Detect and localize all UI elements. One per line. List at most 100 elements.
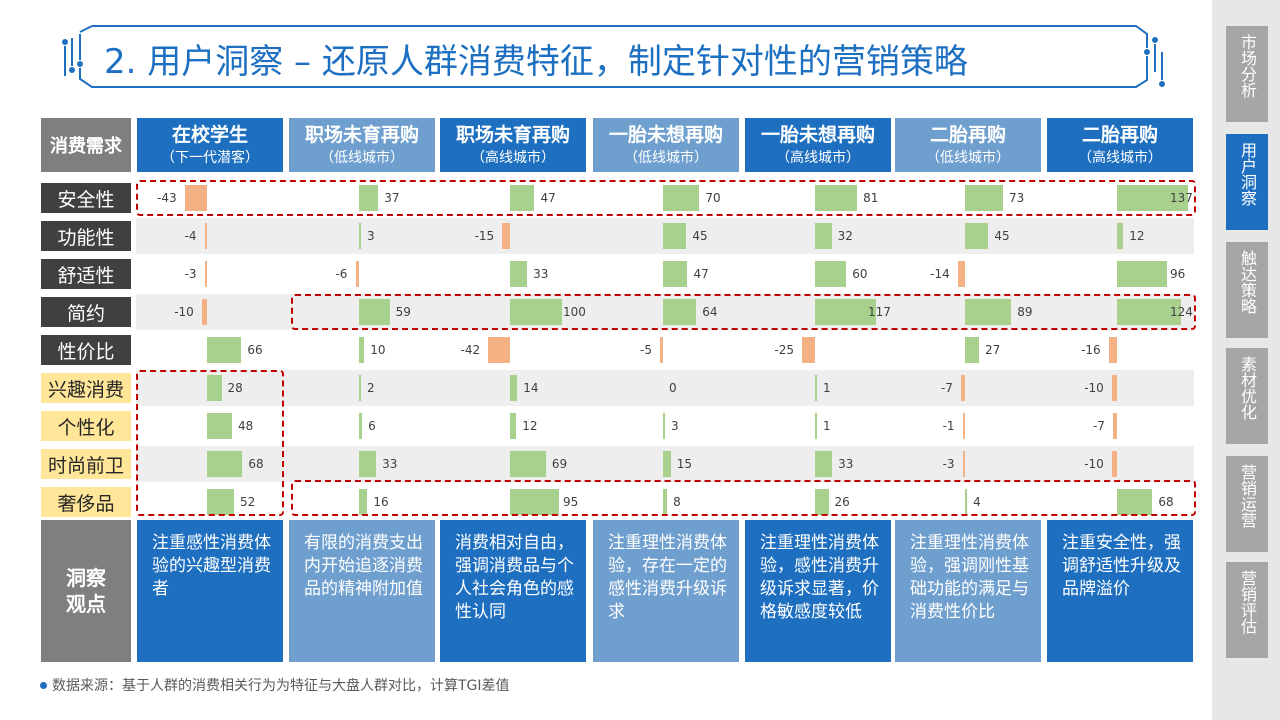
bar-value-label: 69 — [551, 457, 568, 471]
bar-value-label: 45 — [994, 229, 1010, 243]
bar-positive — [359, 185, 379, 211]
nav-item-1[interactable]: 用户洞察 — [1226, 134, 1268, 230]
bar-positive — [663, 223, 687, 249]
bar-negative — [1108, 337, 1117, 363]
bar-positive — [1117, 299, 1182, 325]
row-label-3: 简约 — [41, 297, 131, 327]
bar-value-label: -1 — [942, 419, 955, 433]
bar-positive — [207, 375, 222, 401]
bar-value-label: 27 — [985, 343, 1001, 357]
bar-value-label: 33 — [838, 457, 854, 471]
bar-value-label: 0 — [669, 381, 677, 395]
bar-value-label: -25 — [774, 343, 794, 357]
bar-value-label: 2 — [367, 381, 375, 395]
bar-positive — [663, 185, 700, 211]
bar-value-label: 26 — [834, 495, 850, 509]
nav-item-4[interactable]: 营销运营 — [1226, 456, 1268, 552]
bar-positive — [663, 451, 671, 477]
bar-positive — [965, 489, 968, 515]
bar-value-label: 8 — [673, 495, 681, 509]
insight-cell-4: 注重理性消费体验，感性消费升级诉求显著，价格敏感度较低 — [745, 520, 891, 662]
bar-positive — [359, 489, 368, 515]
bar-positive — [207, 451, 243, 477]
column-header-2: 职场未育再购 （高线城市） — [440, 118, 586, 172]
bar-value-label: -7 — [940, 381, 953, 395]
highlight-luxury-row — [291, 480, 1196, 516]
bar-value-label: 68 — [1158, 495, 1174, 509]
bar-negative — [1111, 451, 1117, 477]
bar-value-label: 137 — [1170, 191, 1193, 205]
row-label-8: 奢侈品 — [41, 487, 131, 517]
bar-value-label: -14 — [930, 267, 950, 281]
column-header-name: 二胎再购 — [1081, 124, 1158, 146]
bar-positive — [359, 223, 361, 249]
bar-value-label: -5 — [640, 343, 652, 357]
bar-positive — [965, 337, 980, 363]
bar-value-label: 37 — [384, 191, 400, 205]
column-header-name: 一胎未想再购 — [608, 124, 723, 146]
column-header-3: 一胎未想再购 （低线城市） — [593, 118, 739, 172]
insight-cell-0: 注重感性消费体验的兴趣型消费者 — [137, 520, 283, 662]
bar-value-label: 16 — [373, 495, 389, 509]
column-header-name: 职场未育再购 — [304, 124, 419, 146]
bar-value-label: 28 — [227, 381, 243, 395]
insight-cell-6: 注重安全性，强调舒适性升级及品牌溢价 — [1047, 520, 1193, 662]
bar-positive — [1117, 261, 1167, 287]
bar-value-label: 73 — [1008, 191, 1025, 205]
bar-value-label: 117 — [868, 305, 891, 319]
bar-negative — [205, 261, 207, 287]
column-header-6: 二胎再购 （高线城市） — [1047, 118, 1193, 172]
column-header-name: 一胎未想再购 — [760, 124, 875, 146]
bar-positive — [1117, 223, 1124, 249]
bar-negative — [488, 337, 510, 363]
bar-value-label: -6 — [335, 267, 348, 281]
bar-value-label: 48 — [237, 419, 254, 433]
bar-negative — [963, 413, 965, 439]
bar-positive — [510, 185, 535, 211]
bar-value-label: 1 — [823, 419, 831, 433]
bar-negative — [184, 185, 207, 211]
nav-item-0[interactable]: 市场分析 — [1226, 26, 1268, 122]
bar-value-label: 33 — [382, 457, 398, 471]
nav-item-5[interactable]: 营销评估 — [1226, 562, 1268, 658]
column-header-name: 二胎再购 — [929, 124, 1006, 146]
nav-item-3[interactable]: 素材优化 — [1226, 348, 1268, 444]
column-header-0: 在校学生 （下一代潜客） — [137, 118, 283, 172]
column-header-sub: （下一代潜客） — [161, 150, 259, 166]
header-label-consumption-needs: 消费需求 — [41, 118, 131, 172]
bar-value-label: 12 — [1129, 229, 1145, 243]
row-background — [136, 332, 1194, 368]
bar-value-label: 3 — [671, 419, 679, 433]
bar-positive — [510, 451, 546, 477]
bar-negative — [957, 261, 965, 287]
bar-positive — [207, 413, 232, 439]
row-label-2: 舒适性 — [41, 259, 131, 289]
bar-positive — [359, 413, 363, 439]
bar-positive — [510, 375, 518, 401]
bar-value-label: 6 — [368, 419, 376, 433]
highlight-safety-row — [136, 180, 1196, 216]
bar-positive — [359, 451, 377, 477]
nav-item-2[interactable]: 触达策略 — [1226, 242, 1268, 338]
footnote-bullet — [40, 682, 47, 689]
row-label-6: 个性化 — [41, 411, 131, 441]
bar-positive — [510, 261, 528, 287]
bar-value-label: 89 — [1017, 305, 1033, 319]
footnote: 数据来源：基于人群的消费相关行为为特征与大盘人群对比，计算TGI差值 — [52, 678, 510, 694]
column-header-5: 二胎再购 （低线城市） — [895, 118, 1041, 172]
column-header-sub: （低线城市） — [926, 150, 1010, 166]
bar-positive — [815, 489, 829, 515]
bar-value-label: 52 — [240, 495, 256, 509]
bar-value-label: -10 — [174, 305, 194, 319]
bar-value-label: 59 — [395, 305, 411, 319]
bar-value-label: 10 — [370, 343, 386, 357]
bar-value-label: -3 — [942, 457, 955, 471]
bar-value-label: -10 — [1084, 457, 1104, 471]
bar-positive — [965, 185, 1003, 211]
column-header-sub: （高线城市） — [471, 150, 555, 166]
bar-positive — [815, 223, 832, 249]
highlight-student-interest — [136, 370, 284, 516]
column-header-sub: （低线城市） — [624, 150, 708, 166]
column-header-name: 职场未育再购 — [455, 124, 570, 146]
